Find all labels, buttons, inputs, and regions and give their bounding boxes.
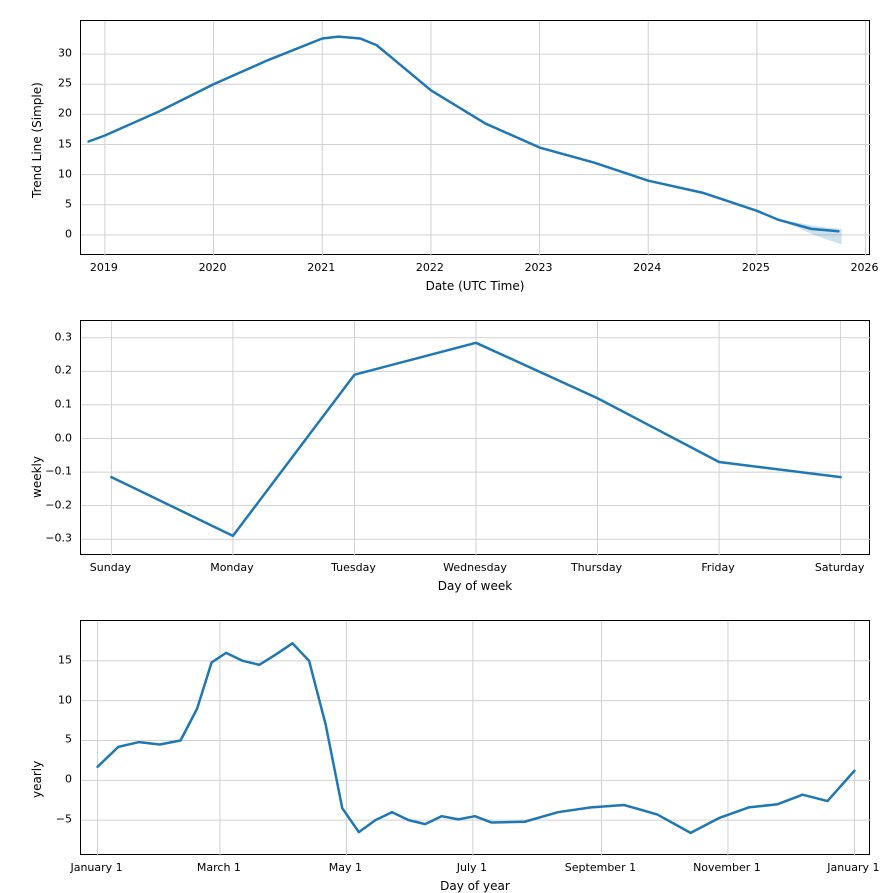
xtick-label: November 1 xyxy=(693,861,761,874)
xtick-label: 2019 xyxy=(90,261,118,274)
ytick-label: 15 xyxy=(58,137,72,150)
xtick-label: Saturday xyxy=(815,561,865,574)
panel-weekly xyxy=(80,320,870,555)
ytick-label: 5 xyxy=(65,733,72,746)
xtick-label: Thursday xyxy=(571,561,622,574)
xtick-label: July 1 xyxy=(457,861,487,874)
ytick-label: 25 xyxy=(58,77,72,90)
ytick-label: −0.3 xyxy=(45,532,72,545)
ytick-label: 0.3 xyxy=(55,330,73,343)
ytick-label: 10 xyxy=(58,167,72,180)
xtick-label: Friday xyxy=(701,561,734,574)
xtick-label: January 1 xyxy=(827,861,879,874)
panel-trend xyxy=(80,20,870,255)
xtick-label: Sunday xyxy=(90,561,131,574)
plot-trend xyxy=(81,21,871,256)
xtick-label: Wednesday xyxy=(443,561,507,574)
xtick-label: September 1 xyxy=(565,861,636,874)
ytick-label: −0.1 xyxy=(45,465,72,478)
plot-yearly xyxy=(81,621,871,856)
xtick-label: January 1 xyxy=(70,861,122,874)
ytick-label: 0 xyxy=(65,227,72,240)
ytick-label: −0.2 xyxy=(45,498,72,511)
xtick-label: 2023 xyxy=(525,261,553,274)
panel-yearly xyxy=(80,620,870,855)
ylabel-yearly: yearly xyxy=(30,760,44,797)
series-line xyxy=(98,643,855,833)
ytick-label: 10 xyxy=(58,693,72,706)
plot-weekly xyxy=(81,321,871,556)
ytick-label: 0.0 xyxy=(55,431,73,444)
ytick-label: −5 xyxy=(56,813,72,826)
xtick-label: 2024 xyxy=(633,261,661,274)
xlabel-weekly: Day of week xyxy=(80,579,870,593)
xlabel-trend: Date (UTC Time) xyxy=(80,279,870,293)
xtick-label: March 1 xyxy=(197,861,241,874)
xtick-label: Monday xyxy=(210,561,253,574)
xtick-label: May 1 xyxy=(329,861,362,874)
xtick-label: 2025 xyxy=(742,261,770,274)
xtick-label: 2021 xyxy=(307,261,335,274)
ytick-label: 0.1 xyxy=(55,397,73,410)
series-line xyxy=(89,37,839,232)
figure: 2019202020212022202320242025202605101520… xyxy=(0,0,889,890)
ylabel-weekly: weekly xyxy=(30,456,44,498)
xtick-label: 2022 xyxy=(416,261,444,274)
xtick-label: 2020 xyxy=(199,261,227,274)
xtick-label: 2026 xyxy=(851,261,879,274)
ytick-label: 15 xyxy=(58,653,72,666)
ylabel-trend: Trend Line (Simple) xyxy=(30,82,44,198)
ytick-label: 0.2 xyxy=(55,364,73,377)
ytick-label: 0 xyxy=(65,773,72,786)
ytick-label: 30 xyxy=(58,47,72,60)
ytick-label: 5 xyxy=(65,197,72,210)
ytick-label: 20 xyxy=(58,107,72,120)
xtick-label: Tuesday xyxy=(331,561,376,574)
xlabel-yearly: Day of year xyxy=(80,879,870,893)
